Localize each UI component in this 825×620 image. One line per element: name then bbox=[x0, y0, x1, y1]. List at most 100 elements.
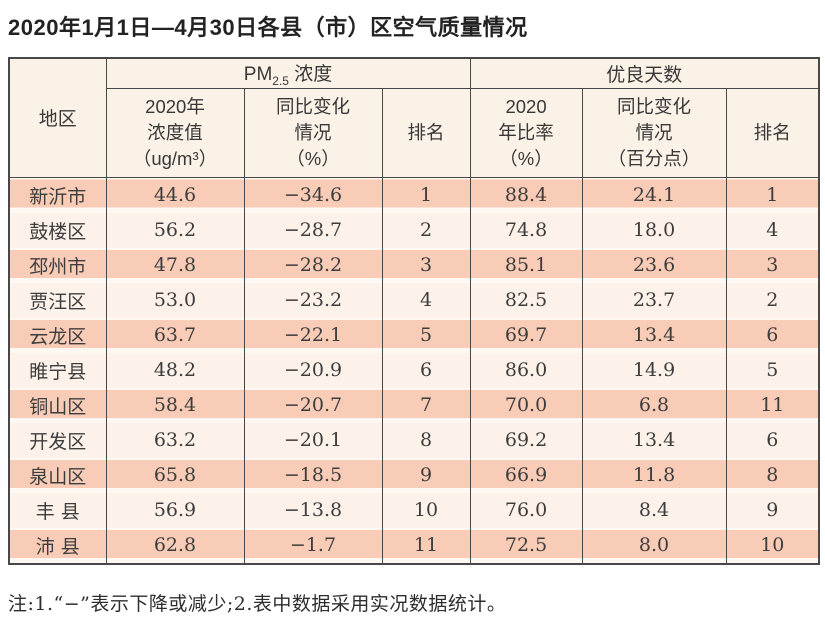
good-days-rank-cell: 3 bbox=[725, 247, 820, 283]
region-cell: 邳州市 bbox=[8, 247, 107, 283]
pm25-rank-cell: 3 bbox=[381, 247, 471, 283]
pm25-value-cell: 56.2 bbox=[105, 212, 245, 248]
good-days-rate-cell: 82.5 bbox=[469, 282, 583, 318]
page-title: 2020年1月1日—4月30日各县（市）区空气质量情况 bbox=[8, 15, 528, 40]
good-days-rate-cell: 85.1 bbox=[469, 247, 583, 283]
table-row: 丰 县 56.9 −13.8 10 76.0 8.4 9 bbox=[8, 492, 820, 528]
header-sub-row: 2020年 浓度值 （ug/m³） 同比变化 情况 （%） 排名 2020 年比… bbox=[9, 87, 820, 178]
region-cell: 贾汪区 bbox=[8, 282, 107, 318]
pm25-change-cell: −28.7 bbox=[243, 212, 383, 248]
good-days-change-cell: 6.8 bbox=[581, 387, 727, 423]
good-days-rank-cell: 6 bbox=[725, 317, 820, 353]
header-group-row: 地区 PM2.5 浓度 优良天数 bbox=[8, 57, 820, 178]
good-days-rank-cell: 10 bbox=[725, 527, 820, 564]
good-days-change-cell: 13.4 bbox=[581, 317, 727, 353]
pm25-value-cell: 53.0 bbox=[105, 282, 245, 318]
good-days-change-cell: 8.4 bbox=[581, 492, 727, 528]
table-row: 贾汪区 53.0 −23.2 4 82.5 23.7 2 bbox=[8, 282, 820, 318]
good-days-rate-cell: 86.0 bbox=[469, 352, 583, 388]
good-days-rate-cell: 76.0 bbox=[469, 492, 583, 528]
pm25-rank-cell: 11 bbox=[381, 527, 471, 564]
region-cell: 鼓楼区 bbox=[8, 212, 107, 248]
region-cell: 云龙区 bbox=[8, 317, 107, 353]
table-body: 新沂市 44.6 −34.6 1 88.4 24.1 1 鼓楼区 56.2 −2… bbox=[8, 177, 820, 564]
header-region: 地区 bbox=[8, 57, 107, 178]
pm25-rank-cell: 7 bbox=[381, 387, 471, 423]
pm25-value-cell: 56.9 bbox=[105, 492, 245, 528]
good-days-change-cell: 18.0 bbox=[581, 212, 727, 248]
table-row: 云龙区 63.7 −22.1 5 69.7 13.4 6 bbox=[8, 317, 820, 353]
pm25-rank-cell: 8 bbox=[381, 422, 471, 458]
pm25-value-cell: 62.8 bbox=[105, 527, 245, 564]
pm25-label-subscript: 2.5 bbox=[272, 73, 289, 88]
pm25-change-cell: −20.7 bbox=[243, 387, 383, 423]
region-cell: 新沂市 bbox=[8, 177, 107, 213]
region-cell: 铜山区 bbox=[8, 387, 107, 423]
table-row: 沛 县 62.8 −1.7 11 72.5 8.0 10 bbox=[8, 527, 820, 564]
header-group-pm25: PM2.5 浓度 bbox=[105, 57, 471, 89]
pm25-value-cell: 44.6 bbox=[105, 177, 245, 213]
pm25-change-cell: −13.8 bbox=[243, 492, 383, 528]
good-days-rank-cell: 6 bbox=[725, 422, 820, 458]
footnote: 注:1.“−”表示下降或减少;2.表中数据采用实况数据统计。 bbox=[8, 592, 507, 615]
good-days-rank-cell: 8 bbox=[725, 457, 820, 493]
table-row: 开发区 63.2 −20.1 8 69.2 13.4 6 bbox=[8, 422, 820, 458]
pm25-change-cell: −28.2 bbox=[243, 247, 383, 283]
good-days-rank-cell: 1 bbox=[725, 177, 820, 213]
table-row: 新沂市 44.6 −34.6 1 88.4 24.1 1 bbox=[8, 177, 820, 213]
pm25-rank-cell: 4 bbox=[381, 282, 471, 318]
pm25-value-cell: 63.2 bbox=[105, 422, 245, 458]
region-cell: 开发区 bbox=[8, 422, 107, 458]
good-days-rank-cell: 4 bbox=[725, 212, 820, 248]
good-days-rank-cell: 2 bbox=[725, 282, 820, 318]
good-days-change-cell: 23.7 bbox=[581, 282, 727, 318]
region-cell: 泉山区 bbox=[8, 457, 107, 493]
pm25-value-cell: 58.4 bbox=[105, 387, 245, 423]
region-cell: 睢宁县 bbox=[8, 352, 107, 388]
good-days-change-cell: 13.4 bbox=[581, 422, 727, 458]
good-days-rank-cell: 5 bbox=[725, 352, 820, 388]
pm25-change-cell: −1.7 bbox=[243, 527, 383, 564]
good-days-rate-cell: 69.2 bbox=[469, 422, 583, 458]
good-days-rate-cell: 66.9 bbox=[469, 457, 583, 493]
good-days-change-cell: 14.9 bbox=[581, 352, 727, 388]
good-days-rate-cell: 74.8 bbox=[469, 212, 583, 248]
air-quality-table: 地区 PM2.5 浓度 优良天数 2020年 浓度值 （ug/m³） 同比变化 … bbox=[8, 57, 821, 565]
table-row: 睢宁县 48.2 −20.9 6 86.0 14.9 5 bbox=[8, 352, 820, 388]
pm25-value-cell: 48.2 bbox=[105, 352, 245, 388]
header-pm25-concentration: 2020年 浓度值 （ug/m³） bbox=[105, 87, 245, 178]
pm25-rank-cell: 2 bbox=[381, 212, 471, 248]
pm25-value-cell: 47.8 bbox=[105, 247, 245, 283]
table-row: 铜山区 58.4 −20.7 7 70.0 6.8 11 bbox=[8, 387, 820, 423]
good-days-change-cell: 11.8 bbox=[581, 457, 727, 493]
table-row: 鼓楼区 56.2 −28.7 2 74.8 18.0 4 bbox=[8, 212, 820, 248]
good-days-change-cell: 8.0 bbox=[581, 527, 727, 564]
header-pm25-rank: 排名 bbox=[381, 87, 471, 178]
pm25-rank-cell: 5 bbox=[381, 317, 471, 353]
header-good-days-rate: 2020 年比率 （%） bbox=[469, 87, 583, 178]
pm25-change-cell: −22.1 bbox=[243, 317, 383, 353]
good-days-rate-cell: 88.4 bbox=[469, 177, 583, 213]
pm25-change-cell: −23.2 bbox=[243, 282, 383, 318]
region-cell: 沛 县 bbox=[8, 527, 107, 564]
header-group-good-days: 优良天数 bbox=[469, 57, 820, 89]
pm25-change-cell: −20.1 bbox=[243, 422, 383, 458]
table-header: 地区 PM2.5 浓度 优良天数 2020年 浓度值 （ug/m³） 同比变化 … bbox=[8, 57, 820, 178]
pm25-value-cell: 63.7 bbox=[105, 317, 245, 353]
pm25-rank-cell: 1 bbox=[381, 177, 471, 213]
table-row: 邳州市 47.8 −28.2 3 85.1 23.6 3 bbox=[8, 247, 820, 283]
pm25-rank-cell: 10 bbox=[381, 492, 471, 528]
good-days-rate-cell: 72.5 bbox=[469, 527, 583, 564]
pm25-change-cell: −20.9 bbox=[243, 352, 383, 388]
pm25-value-cell: 65.8 bbox=[105, 457, 245, 493]
header-good-days-rank: 排名 bbox=[725, 87, 820, 178]
pm25-rank-cell: 6 bbox=[381, 352, 471, 388]
pm25-label-prefix: PM bbox=[243, 64, 273, 85]
good-days-rank-cell: 9 bbox=[725, 492, 820, 528]
table-row: 泉山区 65.8 −18.5 9 66.9 11.8 8 bbox=[8, 457, 820, 493]
good-days-change-cell: 23.6 bbox=[581, 247, 727, 283]
region-cell: 丰 县 bbox=[8, 492, 107, 528]
header-pm25-change: 同比变化 情况 （%） bbox=[243, 87, 383, 178]
pm25-label-suffix: 浓度 bbox=[288, 64, 333, 85]
good-days-change-cell: 24.1 bbox=[581, 177, 727, 213]
